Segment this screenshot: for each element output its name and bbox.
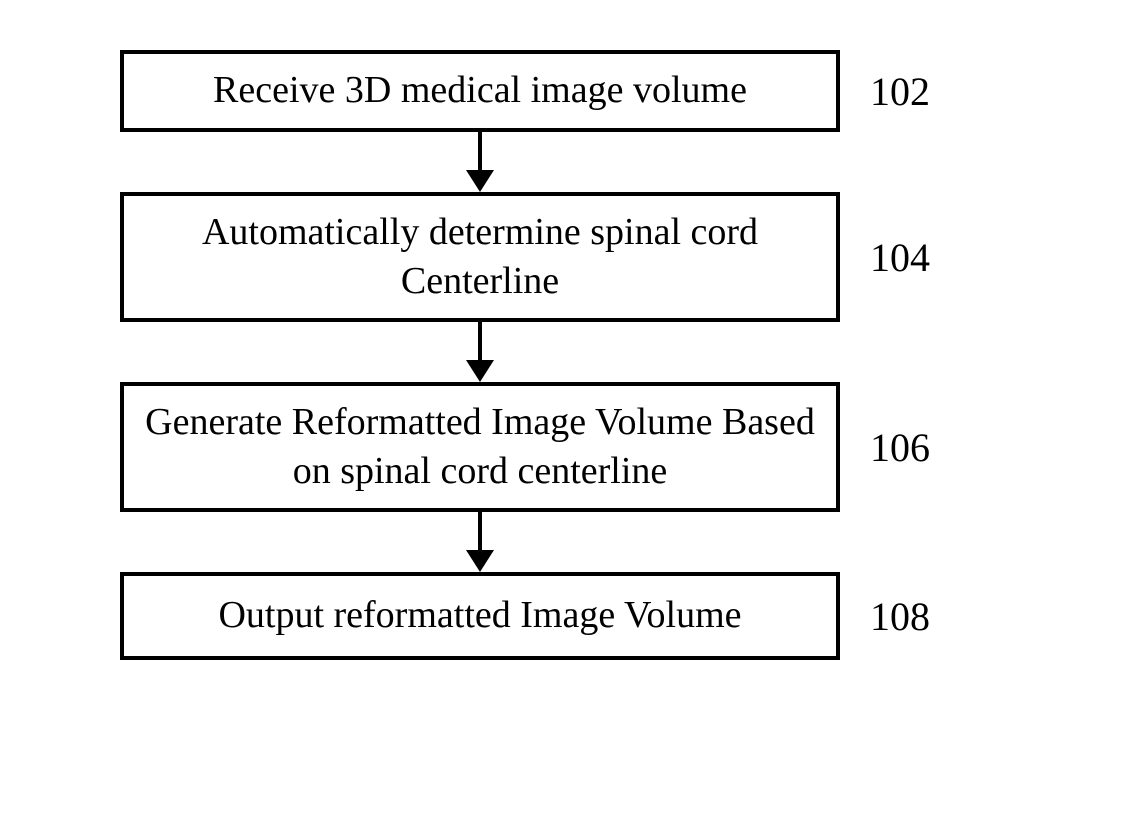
arrow-line: [478, 132, 482, 174]
step-text-106: Generate Reformatted Image Volume Based …: [144, 398, 816, 497]
arrow-line: [478, 322, 482, 364]
flowchart-container: Receive 3D medical image volume 102 Auto…: [120, 50, 1065, 660]
arrow-head-icon: [466, 360, 494, 382]
arrow-104-106: [120, 322, 840, 382]
arrow-102-104: [120, 132, 840, 192]
arrow-head-icon: [466, 550, 494, 572]
arrow-line: [478, 512, 482, 554]
step-box-104: Automatically determine spinal cord Cent…: [120, 192, 840, 322]
step-label-106: 106: [870, 424, 930, 471]
step-label-104: 104: [870, 234, 930, 281]
step-text-102: Receive 3D medical image volume: [213, 66, 747, 115]
step-box-102: Receive 3D medical image volume: [120, 50, 840, 132]
step-row-102: Receive 3D medical image volume 102: [120, 50, 930, 132]
arrow-head-icon: [466, 170, 494, 192]
step-box-108: Output reformatted Image Volume: [120, 572, 840, 660]
step-box-106: Generate Reformatted Image Volume Based …: [120, 382, 840, 512]
step-row-104: Automatically determine spinal cord Cent…: [120, 192, 930, 322]
step-text-108: Output reformatted Image Volume: [218, 591, 741, 640]
step-label-102: 102: [870, 68, 930, 115]
step-text-104: Automatically determine spinal cord Cent…: [144, 208, 816, 307]
step-label-108: 108: [870, 593, 930, 640]
step-row-106: Generate Reformatted Image Volume Based …: [120, 382, 930, 512]
arrow-106-108: [120, 512, 840, 572]
step-row-108: Output reformatted Image Volume 108: [120, 572, 930, 660]
